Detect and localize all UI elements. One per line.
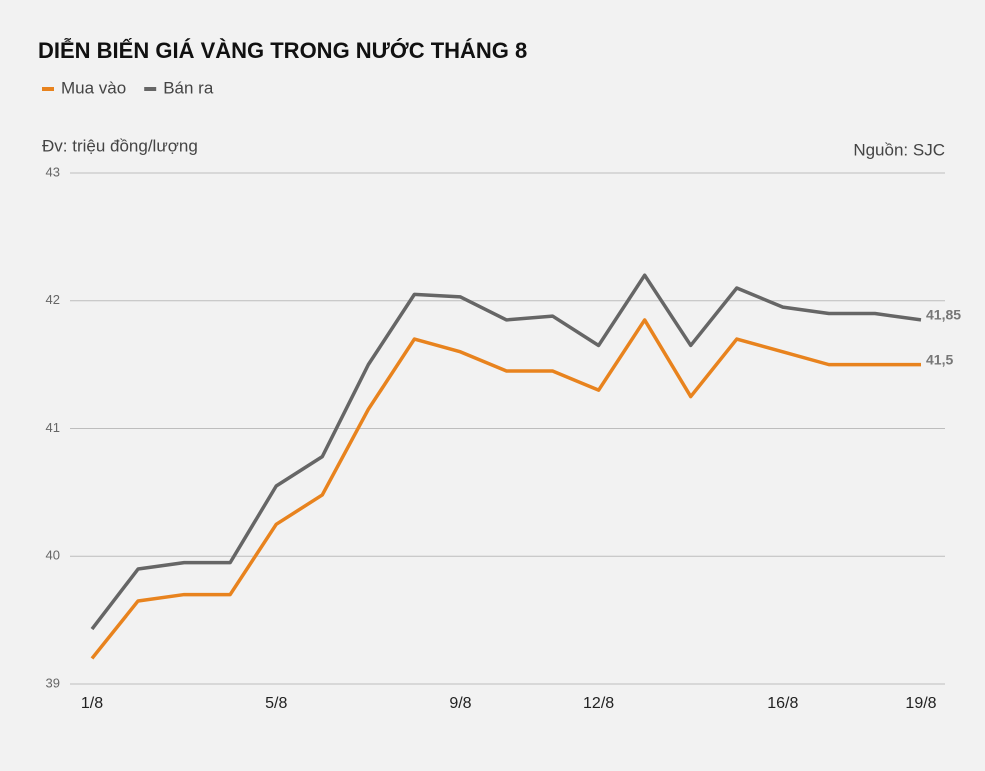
series-line (90, 273, 922, 631)
y-tick-label: 40 (46, 548, 60, 563)
x-tick-label: 12/8 (583, 695, 614, 712)
x-tick-label: 5/8 (265, 695, 287, 712)
y-tick-label: 43 (46, 164, 60, 179)
x-tick-label: 1/8 (81, 695, 103, 712)
y-tick-label: 39 (46, 675, 60, 690)
x-tick-label: 19/8 (905, 695, 936, 712)
x-tick-label: 9/8 (449, 695, 471, 712)
legend-label: Mua vào (61, 78, 126, 97)
unit-label: Đv: triệu đồng/lượng (42, 136, 198, 155)
y-tick-label: 41 (46, 420, 60, 435)
value-label: 41,85 (926, 307, 961, 323)
y-tick-label: 42 (46, 292, 60, 307)
chart-title: DIỄN BIẾN GIÁ VÀNG TRONG NƯỚC THÁNG 8 (38, 37, 527, 63)
series-line (90, 318, 921, 660)
source-label: Nguồn: SJC (853, 140, 945, 159)
value-label: 41,5 (926, 351, 953, 367)
x-tick-label: 16/8 (767, 695, 798, 712)
legend-label: Bán ra (163, 78, 214, 97)
